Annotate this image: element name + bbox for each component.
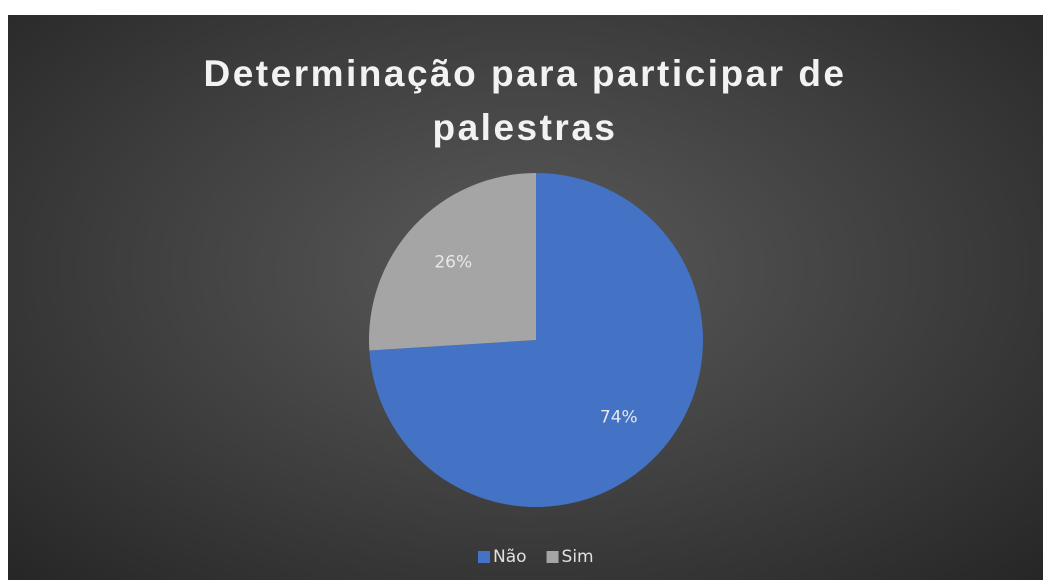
legend-swatch bbox=[478, 551, 490, 563]
legend-label: Sim bbox=[562, 547, 594, 567]
legend-label: Não bbox=[493, 547, 527, 567]
pie-slice bbox=[369, 173, 703, 507]
chart-area: 74% 26% Não Sim Determinação para participa… bbox=[8, 15, 1043, 580]
chart: 74% 26% Não Sim bbox=[369, 173, 703, 567]
legend-swatch bbox=[546, 551, 559, 563]
chart-title: Determinação para participar de palestra… bbox=[203, 53, 847, 148]
data-label: 26% bbox=[434, 252, 472, 272]
data-label: 74% bbox=[600, 408, 638, 428]
pie-slice bbox=[369, 173, 536, 351]
